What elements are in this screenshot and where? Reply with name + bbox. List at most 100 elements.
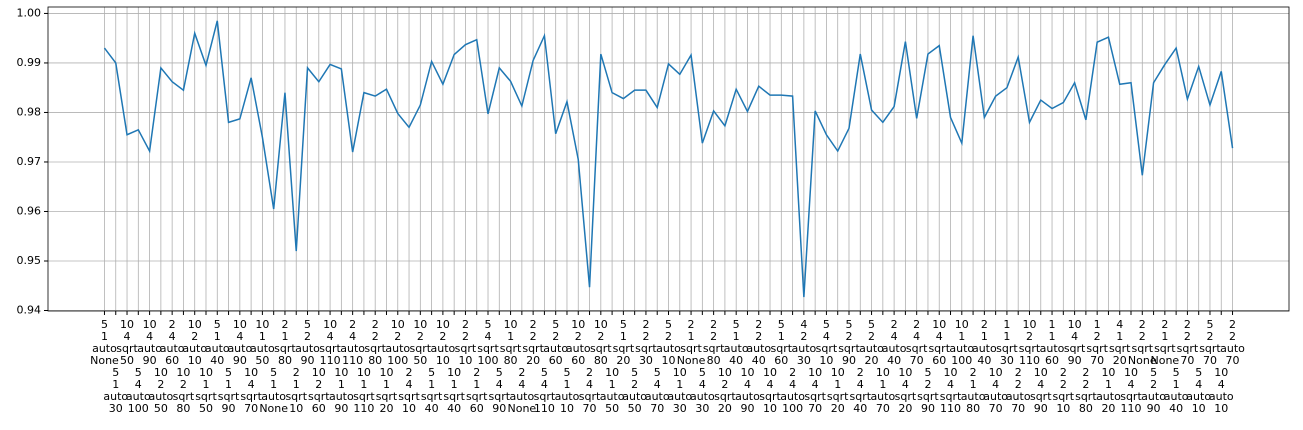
x-tick-label: auto	[600, 390, 625, 403]
x-tick-label: 110	[940, 402, 961, 415]
x-tick-label: 70	[808, 402, 822, 415]
x-tick-label: 40	[729, 354, 743, 367]
x-tick-label: 10	[413, 318, 427, 331]
x-tick-label: 30	[109, 402, 123, 415]
x-tick-label: 80	[966, 402, 980, 415]
x-tick-label: 4	[1218, 378, 1225, 391]
x-tick-label: 70	[1090, 354, 1104, 367]
x-tick-label: 1	[1049, 318, 1056, 331]
x-tick-label: 10	[1101, 366, 1115, 379]
x-tick-label: auto	[261, 390, 286, 403]
x-tick-label: 5	[1150, 366, 1157, 379]
x-tick-label: 4	[124, 330, 131, 343]
x-tick-label: 1	[259, 330, 266, 343]
x-tick-label: 90	[921, 402, 935, 415]
x-tick-label: 5	[101, 318, 108, 331]
x-tick-label: 90	[222, 402, 236, 415]
x-tick-label: sqrt	[680, 342, 702, 355]
x-tick-label: 2	[372, 330, 379, 343]
x-tick-label: 2	[597, 330, 604, 343]
x-tick-label: 110	[353, 402, 374, 415]
x-tick-label: 110	[342, 354, 363, 367]
x-tick-label: 40	[1169, 402, 1183, 415]
x-tick-label: 4	[812, 378, 819, 391]
x-tick-label: 1	[563, 378, 570, 391]
x-tick-label: sqrt	[804, 390, 826, 403]
x-tick-label: sqrt	[613, 342, 635, 355]
x-tick-label: 90	[233, 354, 247, 367]
x-tick-label: 1	[1049, 330, 1056, 343]
x-tick-label: 1	[981, 330, 988, 343]
x-tick-label: 4	[913, 330, 920, 343]
x-tick-label: sqrt	[1109, 342, 1131, 355]
x-tick-label: sqrt	[443, 390, 465, 403]
x-tick-label: 80	[707, 354, 721, 367]
x-tick-label: 2	[981, 318, 988, 331]
x-tick-label: 4	[496, 378, 503, 391]
x-tick-label: 70	[910, 354, 924, 367]
x-tick-label: sqrt	[421, 390, 443, 403]
x-tick-label: 80	[176, 402, 190, 415]
x-tick-label: 2	[1184, 318, 1191, 331]
x-tick-label: 10	[154, 366, 168, 379]
x-tick-label: 2	[394, 330, 401, 343]
x-tick-label: 5	[823, 318, 830, 331]
x-tick-label: 2	[372, 318, 379, 331]
x-tick-label: 5	[214, 318, 221, 331]
x-tick-label: 2	[688, 318, 695, 331]
x-tick-label: 4	[789, 378, 796, 391]
x-tick-label: 2	[552, 330, 559, 343]
x-tick-label: sqrt	[771, 342, 793, 355]
x-tick-label: auto	[182, 342, 207, 355]
x-tick-label: 20	[526, 354, 540, 367]
x-tick-label: 50	[605, 402, 619, 415]
x-tick-label: 20	[718, 402, 732, 415]
x-tick-label: auto	[667, 390, 692, 403]
x-tick-label: 4	[1037, 378, 1044, 391]
x-tick-label: auto	[160, 342, 185, 355]
x-tick-label: 1	[225, 378, 232, 391]
x-tick-label: sqrt	[1199, 342, 1221, 355]
x-tick-label: 1	[1094, 318, 1101, 331]
x-tick-label: 80	[1079, 402, 1093, 415]
x-tick-label: 70	[876, 402, 890, 415]
x-tick-label: 10	[391, 318, 405, 331]
x-tick-label: 2	[642, 330, 649, 343]
x-tick-label: auto	[724, 342, 749, 355]
x-tick-label: 4	[406, 378, 413, 391]
x-tick-label: 2	[857, 366, 864, 379]
x-tick-label: sqrt	[1019, 342, 1041, 355]
x-tick-label: 1	[338, 378, 345, 391]
x-tick-label: auto	[1164, 390, 1189, 403]
x-tick-label: 60	[470, 402, 484, 415]
x-tick-label: 10	[808, 366, 822, 379]
x-tick-label: 10	[763, 402, 777, 415]
x-tick-label: sqrt	[240, 390, 262, 403]
x-tick-label: auto	[961, 390, 986, 403]
x-tick-label: 1	[688, 330, 695, 343]
x-tick-label: 60	[932, 354, 946, 367]
x-tick-label: sqrt	[285, 390, 307, 403]
x-tick-label: 5	[552, 318, 559, 331]
x-tick-label: auto	[509, 390, 534, 403]
x-tick-label: sqrt	[1030, 390, 1052, 403]
x-tick-label: 1	[733, 330, 740, 343]
x-tick-label: auto	[295, 342, 320, 355]
x-tick-label: 1	[281, 330, 288, 343]
x-tick-label: 1	[451, 378, 458, 391]
x-tick-label: 2	[281, 318, 288, 331]
x-tick-label: auto	[859, 342, 884, 355]
x-tick-label: 10	[662, 354, 676, 367]
x-tick-label: 1	[507, 330, 514, 343]
x-tick-label: 1	[1173, 378, 1180, 391]
x-tick-label: auto	[1209, 390, 1234, 403]
x-tick-label: sqrt	[579, 390, 601, 403]
x-tick-label: 2	[868, 330, 875, 343]
x-tick-label: None	[259, 402, 288, 415]
x-tick-label: 4	[327, 330, 334, 343]
x-tick-label: 5	[845, 318, 852, 331]
x-tick-label: sqrt	[534, 390, 556, 403]
x-tick-label: sqrt	[827, 390, 849, 403]
x-tick-label: auto	[205, 342, 230, 355]
